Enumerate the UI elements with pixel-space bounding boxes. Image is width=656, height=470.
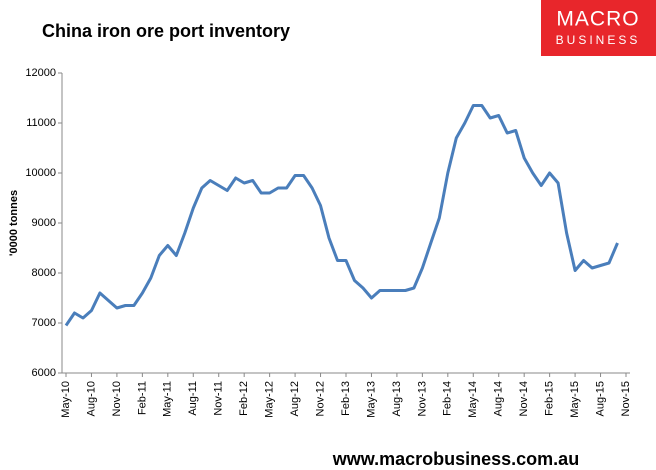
y-axis-label: '0000 tonnes [8,190,20,256]
x-tick-label: Aug-11 [187,381,199,416]
x-tick-label: Nov-14 [518,381,530,416]
x-tick-label: Nov-13 [416,381,428,416]
x-tick-label: Aug-14 [493,381,505,416]
y-tick-label: 12000 [25,67,56,79]
y-tick-label: 8000 [32,267,56,279]
x-tick-label: Aug-12 [289,381,301,416]
y-tick-label: 6000 [32,367,56,379]
data-line [64,104,619,327]
x-tick-label: Nov-10 [111,381,123,416]
x-tick-label: Feb-12 [238,381,250,416]
y-tick-label: 7000 [32,317,56,329]
x-tick-label: Feb-15 [544,381,556,416]
x-tick-label: Nov-11 [213,381,225,416]
x-tick-label: Aug-15 [594,381,606,416]
x-tick-label: May-13 [365,381,377,418]
x-tick-label: May-10 [60,381,72,418]
y-tick-label: 11000 [26,117,56,129]
x-tick-label: Nov-12 [314,381,326,416]
x-tick-label: Feb-14 [442,381,454,416]
footer-url: www.macrobusiness.com.au [332,449,579,469]
x-tick-label: May-15 [569,381,581,418]
chart-title: China iron ore port inventory [42,21,290,41]
x-tick-label: Feb-13 [340,381,352,416]
x-tick-label: Aug-13 [391,381,403,416]
logo-box [541,0,656,56]
x-tick-label: May-11 [162,381,174,417]
logo-text: BUSINESS [556,33,641,47]
x-tick-label: May-14 [467,381,479,418]
x-tick-label: Nov-15 [620,381,632,416]
y-tick-label: 10000 [25,167,56,179]
logo-text: MACRO [556,8,639,31]
x-tick-label: Aug-10 [85,381,97,416]
x-tick-label: Feb-11 [136,381,148,415]
x-tick-label: May-12 [264,381,276,418]
y-tick-label: 9000 [32,217,56,229]
